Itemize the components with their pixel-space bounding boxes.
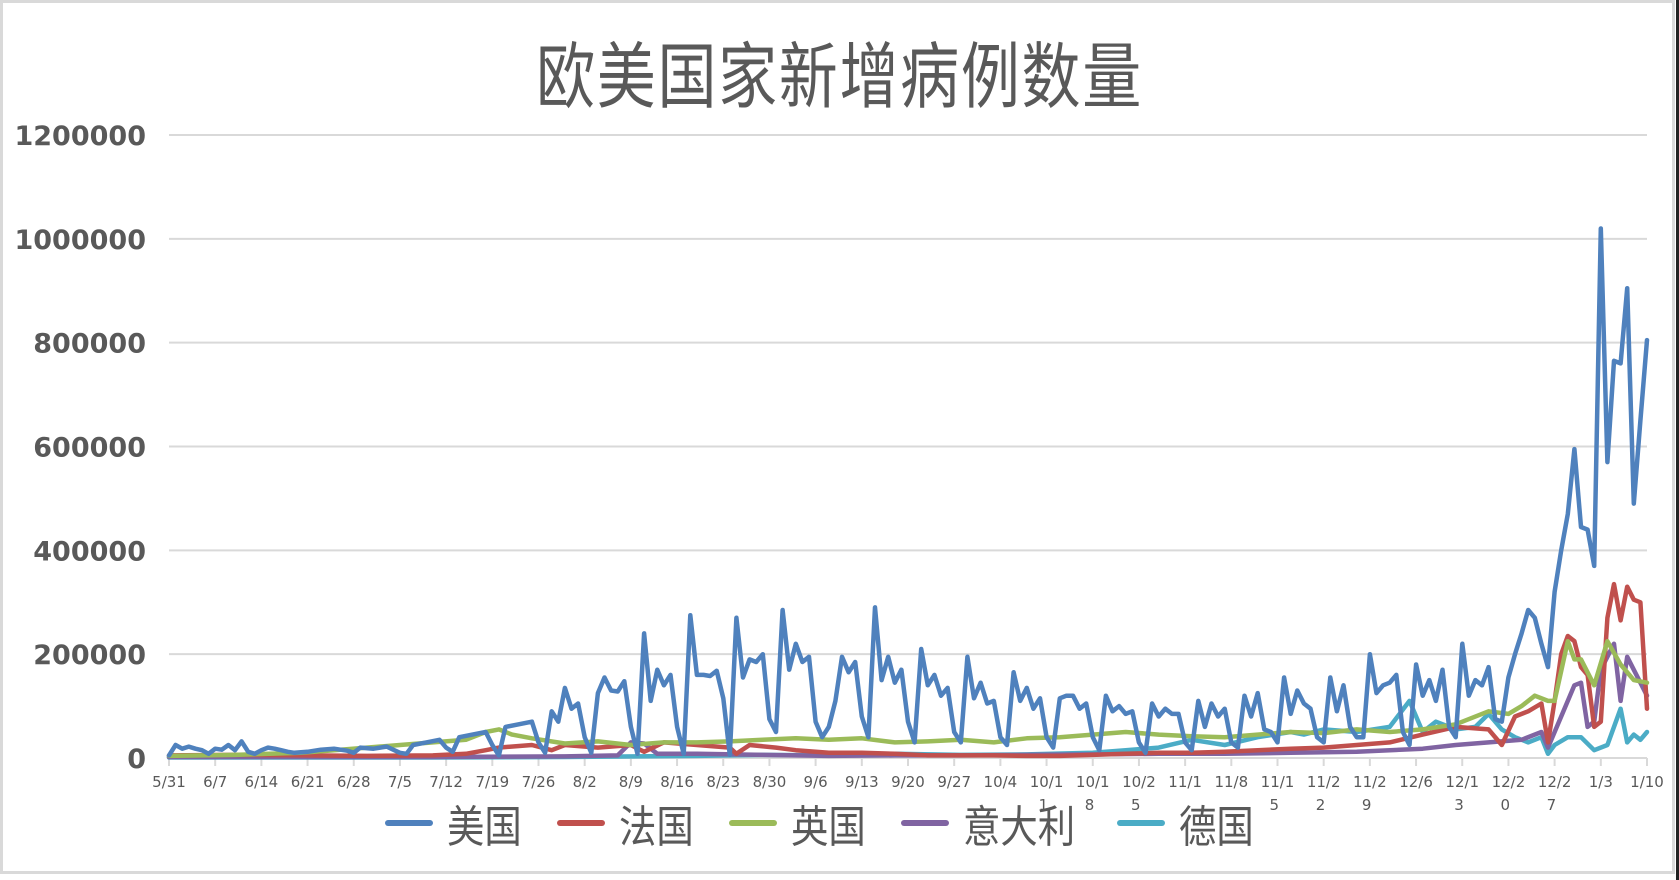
- svg-text:3: 3: [1454, 796, 1464, 814]
- svg-text:5: 5: [1131, 796, 1141, 814]
- x-tick-label: 10/4: [984, 773, 1018, 791]
- x-tick-label: 1/3: [1589, 773, 1613, 791]
- x-tick-label: 11/2: [1307, 773, 1341, 791]
- x-tick-label: 11/2: [1353, 773, 1387, 791]
- x-tick-label: 10/2: [1122, 773, 1156, 791]
- legend-label: 法国: [619, 802, 694, 853]
- legend-label: 意大利: [963, 802, 1076, 853]
- x-tick-label: 11/1: [1168, 773, 1202, 791]
- legend-label: 美国: [447, 802, 522, 853]
- svg-text:5: 5: [1270, 796, 1280, 814]
- legend-item: 意大利: [901, 791, 1095, 855]
- x-tick-label: 7/5: [388, 773, 412, 791]
- y-tick-label: 200000: [33, 640, 146, 671]
- window-edge: [1676, 0, 1679, 880]
- x-tick-label: 6/14: [245, 773, 279, 791]
- y-tick-label: 600000: [33, 433, 146, 464]
- y-tick-label: 800000: [33, 329, 146, 360]
- legend-swatch-icon: [557, 820, 605, 826]
- x-tick-label: 12/2: [1492, 773, 1526, 791]
- svg-text:8: 8: [1085, 796, 1095, 814]
- legend-label: 英国: [791, 802, 866, 853]
- x-tick-label: 5/31: [152, 773, 186, 791]
- x-tick-label: 9/20: [891, 773, 925, 791]
- svg-text:1: 1: [1039, 796, 1049, 814]
- x-tick-label: 8/30: [753, 773, 787, 791]
- x-tick-label: 11/8: [1214, 773, 1248, 791]
- svg-text:9: 9: [1362, 796, 1372, 814]
- series-line-0: [166, 226, 1650, 758]
- svg-text:2: 2: [1316, 796, 1326, 814]
- legend-item: 英国: [729, 791, 879, 855]
- legend-item: 美国: [385, 791, 535, 855]
- x-tick-label: 9/27: [937, 773, 971, 791]
- x-tick-label: 9/13: [845, 773, 879, 791]
- x-tick-label: 6/7: [203, 773, 227, 791]
- x-tick-label: 10/1: [1030, 773, 1064, 791]
- x-tick-label: 9/6: [804, 773, 828, 791]
- series-line-2: [166, 638, 1650, 759]
- x-tick-label: 8/2: [573, 773, 597, 791]
- x-tick-label: 10/1: [1076, 773, 1110, 791]
- legend-swatch-icon: [901, 820, 949, 826]
- y-tick-label: 1200000: [14, 121, 146, 152]
- x-tick-label: 12/1: [1445, 773, 1479, 791]
- x-tick-label: 12/2: [1538, 773, 1572, 791]
- x-tick-label: 6/21: [291, 773, 325, 791]
- x-tick-label: 7/26: [522, 773, 556, 791]
- x-tick-label: 1/10: [1630, 773, 1664, 791]
- x-tick-label: 7/12: [429, 773, 463, 791]
- x-tick-label: 8/23: [706, 773, 740, 791]
- chart-legend: 美国 法国 英国 意大利 德国: [385, 793, 1289, 853]
- y-tick-label: 0: [127, 744, 146, 775]
- legend-item: 德国: [1117, 791, 1267, 855]
- legend-label: 德国: [1179, 802, 1254, 853]
- y-tick-label: 400000: [33, 536, 146, 567]
- x-tick-label: 8/16: [660, 773, 694, 791]
- svg-text:7: 7: [1547, 796, 1557, 814]
- x-tick-label: 8/9: [619, 773, 643, 791]
- legend-swatch-icon: [729, 820, 777, 826]
- x-tick-label: 7/19: [475, 773, 509, 791]
- chart-title: 欧美国家新增病例数量: [536, 35, 1143, 119]
- legend-item: 法国: [557, 791, 707, 855]
- x-tick-label: 6/28: [337, 773, 371, 791]
- legend-swatch-icon: [385, 820, 433, 826]
- legend-swatch-icon: [1117, 820, 1165, 826]
- y-tick-label: 1000000: [14, 225, 146, 256]
- svg-text:0: 0: [1500, 796, 1510, 814]
- x-tick-label: 12/6: [1399, 773, 1433, 791]
- series-line-1: [166, 581, 1650, 759]
- x-tick-label: 11/1: [1261, 773, 1295, 791]
